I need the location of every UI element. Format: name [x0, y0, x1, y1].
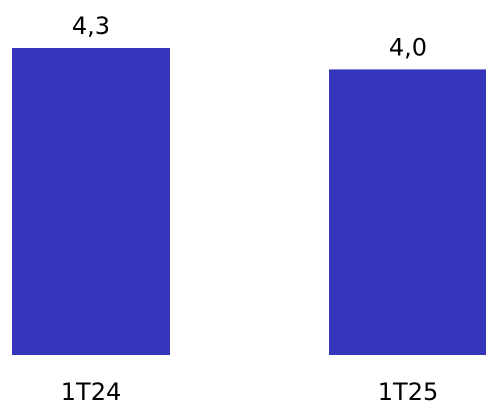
bar-1T25 [329, 69, 486, 355]
category-label-1T24: 1T24 [61, 378, 121, 405]
bar-1T24 [12, 48, 170, 355]
category-label-1T25: 1T25 [378, 378, 438, 405]
labels: 4,3 1T24 4,0 1T25 [61, 12, 438, 405]
value-label-1T24: 4,3 [72, 12, 110, 40]
value-label-1T25: 4,0 [389, 33, 427, 61]
bars [12, 48, 486, 355]
